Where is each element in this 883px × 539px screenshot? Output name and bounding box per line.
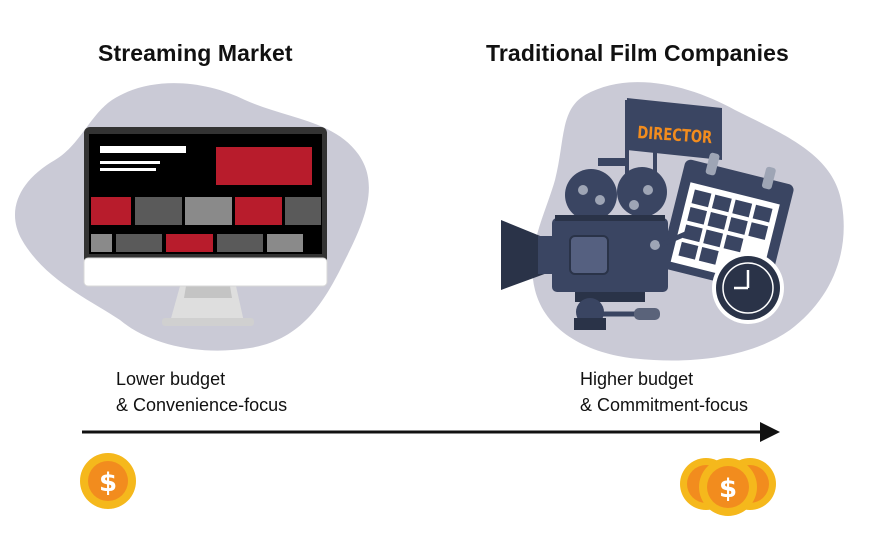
streaming-caption-line2: & Convenience-focus bbox=[116, 395, 288, 415]
coin-symbol: $ bbox=[99, 468, 117, 498]
calendar-icon bbox=[660, 152, 794, 324]
traditional-film-title: Traditional Film Companies bbox=[486, 40, 789, 66]
streaming-market-title: Streaming Market bbox=[98, 40, 293, 66]
budget-arrow bbox=[82, 422, 780, 442]
single-coin-icon: $ bbox=[80, 453, 136, 509]
traditional-caption-line2: & Commitment-focus bbox=[580, 395, 749, 415]
traditional-caption-line1: Higher budget bbox=[580, 369, 694, 389]
coin-stack-icon: $ bbox=[680, 458, 776, 516]
streaming-caption-line1: Lower budget bbox=[116, 369, 226, 389]
desktop-monitor-icon bbox=[83, 127, 328, 326]
streaming-caption: Lower budget & Convenience-focus bbox=[116, 366, 287, 418]
movie-camera-icon bbox=[501, 158, 691, 330]
traditional-caption: Higher budget & Commitment-focus bbox=[580, 366, 748, 418]
coin-stack-symbol: $ bbox=[719, 474, 737, 504]
